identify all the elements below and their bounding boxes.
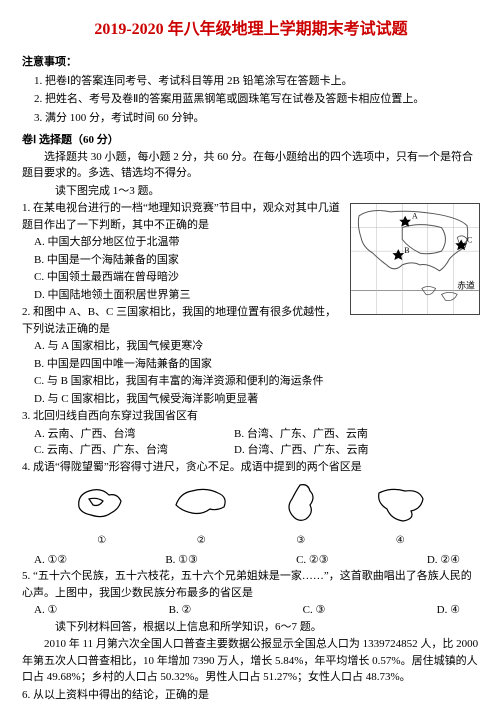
q3-opt-a: A. 云南、广西、台湾: [34, 426, 234, 443]
q3-opt-b: B. 台湾、广东、广西、云南: [234, 426, 368, 443]
q3-opt-d: D. 台湾、广西、广东、云南: [234, 442, 368, 459]
shape-2-label: ②: [166, 533, 236, 548]
q5-opt-b: B. ②: [169, 602, 192, 619]
q6-text: 6. 从以上资料中得出的结论，正确的是: [22, 687, 480, 704]
shape-4: ④: [365, 479, 435, 548]
map-label-c: C: [467, 235, 472, 244]
instruction-2: 2. 把姓名、考号及卷Ⅱ的答案用蓝黑钢笔或圆珠笔写在试卷及答题卡相应位置上。: [34, 91, 480, 108]
q4-text: 4. 成语“得陇望蜀”形容得寸进尺，贪心不足。成语中提到的两个省区是: [22, 459, 480, 476]
map-label-a: A: [412, 212, 418, 221]
juan1-header: 卷Ⅰ 选择题（60 分）: [22, 132, 480, 149]
q4-opt-b: B. ①③: [165, 552, 198, 569]
read-1-3: 读下图完成 1～3 题。: [22, 183, 480, 200]
q2-opt-a: A. 与 A 国家相比，我国气候更寒冷: [34, 338, 480, 355]
q5-opt-a: A. ①: [34, 602, 57, 619]
shape-4-label: ④: [365, 533, 435, 548]
shape-3-label: ③: [266, 533, 336, 548]
q5-text: 5. “五十六个民族，五十六枝花，五十六个兄弟姐妹是一家……”，这首歌曲唱出了各…: [22, 568, 480, 601]
q2-opt-d: D. 与 C 国家相比，我国气候受海洋影响更显著: [34, 391, 480, 408]
instruction-3: 3. 满分 100 分，考试时间 60 分钟。: [34, 110, 480, 127]
province-shapes-row: ① ② ③ ④: [52, 479, 450, 548]
shape-1: ①: [67, 479, 137, 548]
notice-header: 注意事项：: [22, 54, 480, 71]
map-label-b: B: [404, 246, 409, 255]
xuanze-desc: 选择题共 30 小题，每小题 2 分，共 60 分。在每小题给出的四个选项中，只…: [22, 149, 480, 182]
equator-label: 赤道: [457, 279, 475, 290]
q5-opt-d: D. ④: [437, 602, 460, 619]
q5-opt-c: C. ③: [303, 602, 326, 619]
asia-map-figure: A B C 赤道: [350, 203, 480, 315]
q4-opt-a: A. ①②: [34, 552, 67, 569]
q2-opt-b: B. 中国是四国中唯一海陆兼备的国家: [34, 356, 480, 373]
shape-2: ②: [166, 479, 236, 548]
page-title: 2019-2020 年八年级地理上学期期末考试试题: [22, 18, 480, 42]
shape-3: ③: [266, 479, 336, 548]
q3-text: 3. 北回归线自西向东穿过我国省区有: [22, 408, 480, 425]
q4-opt-c: C. ②③: [296, 552, 329, 569]
shape-1-label: ①: [67, 533, 137, 548]
read-6-7: 读下列材料回答，根据以上信息和所学知识，6～7 题。: [22, 619, 480, 636]
q3-opt-c: C. 云南、广西、广东、台湾: [34, 442, 234, 459]
instruction-1: 1. 把卷Ⅰ的答案连同考号、考试科目等用 2B 铅笔涂写在答题卡上。: [34, 73, 480, 90]
q2-opt-c: C. 与 B 国家相比，我国有丰富的海洋资源和便利的海运条件: [34, 373, 480, 390]
census-text: 2010 年 11 月第六次全国人口普查主要数据公报显示全国总人口为 13397…: [22, 636, 480, 686]
q4-opt-d: D. ②④: [427, 552, 460, 569]
